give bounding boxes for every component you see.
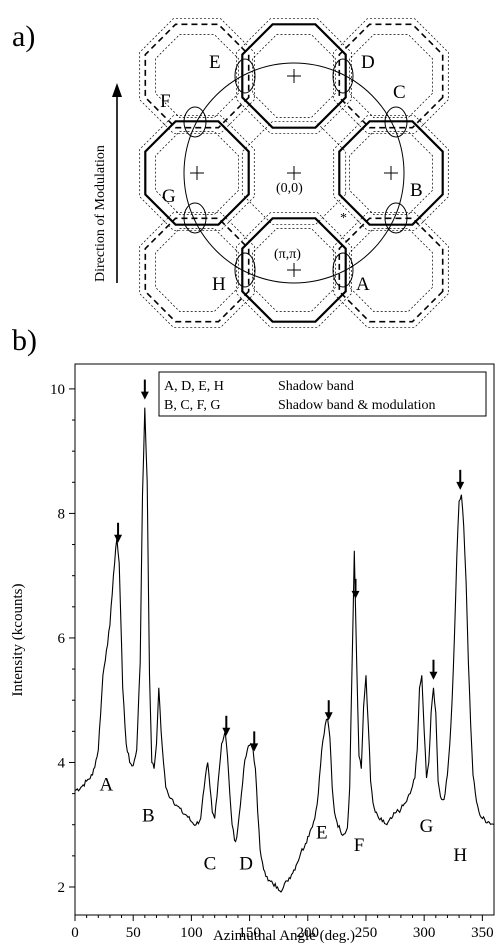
intersection-ellipse	[384, 202, 408, 234]
y-axis: 2 4 6 8 10	[50, 382, 75, 896]
curve-label-b: B	[142, 806, 155, 827]
point-label-g: G	[162, 186, 176, 207]
octagon-outer-dotted	[139, 115, 255, 231]
legend: A, D, E, H Shadow band B, C, F, G Shadow…	[158, 371, 487, 417]
y-tick-label: 4	[58, 755, 66, 771]
direction-arrow	[112, 83, 122, 283]
y-tick-label: 6	[58, 631, 66, 647]
intersection-ellipse	[332, 252, 354, 288]
peak-arrow-head	[351, 590, 360, 599]
x-tick-label: 100	[180, 925, 203, 941]
intensity-chart: 0 50 100 150 200 250 300 350 2 4 6 8 10 A B C D E F GH A,…	[10, 363, 495, 944]
x-axis-title: Azimuthal Angle (deg.)	[213, 928, 355, 944]
curve-label-h: H	[453, 845, 467, 866]
octagon-inner-dotted	[155, 228, 239, 312]
legend-desc-2: Shadow band & modulation	[278, 398, 436, 413]
small-star-mark: *	[340, 211, 347, 226]
curve-label-f: F	[354, 835, 365, 856]
octagon-outer-dotted	[236, 18, 352, 134]
octagon-dashed	[338, 217, 444, 323]
point-label-e: E	[209, 52, 221, 73]
peak-arrow-head	[429, 671, 438, 680]
point-label-f: F	[160, 91, 171, 112]
x-tick-label: 0	[71, 925, 79, 941]
intersection-ellipse	[332, 58, 354, 94]
octagon-outer-dotted	[139, 18, 255, 134]
peak-arrow-head	[140, 391, 149, 400]
octagon-outer-dotted	[333, 115, 449, 231]
fermi-surface-diagram: *	[139, 18, 449, 328]
x-axis: 0 50 100 150 200 250 300 350	[71, 915, 494, 941]
center-label: (0,0)	[276, 181, 303, 196]
x-tick-label: 150	[238, 925, 261, 941]
point-label-d: D	[361, 52, 375, 73]
octagon-inner-dotted	[349, 34, 433, 118]
intersection-ellipse	[234, 252, 256, 288]
panel-a-label: a)	[12, 20, 35, 53]
intersection-ellipse	[234, 58, 256, 94]
intersection-ellipse	[183, 202, 207, 234]
octagon-center-dotted	[241, 120, 347, 226]
point-label-b: B	[410, 180, 423, 201]
octagon-dashed	[338, 23, 444, 129]
x-tick-label: 250	[355, 925, 378, 941]
intensity-series-line	[74, 407, 495, 893]
x-tick-label: 200	[297, 925, 320, 941]
octagon-solid	[144, 120, 250, 226]
peak-arrow-head	[114, 534, 123, 543]
y-tick-label: 2	[58, 880, 66, 896]
curve-label-c: C	[204, 854, 217, 875]
point-label-a: A	[356, 274, 370, 295]
octagon-outer-dotted	[333, 18, 449, 134]
pipi-label: (π,π)	[274, 247, 301, 262]
curve-label-d: D	[239, 854, 253, 875]
legend-desc-1: Shadow band	[278, 379, 354, 394]
point-label-c: C	[393, 82, 406, 103]
octagon-solid	[241, 217, 347, 323]
octagon-outer-dotted	[236, 212, 352, 328]
panel-b-label: b)	[12, 324, 37, 357]
octagon-outer-dotted	[333, 212, 449, 328]
legend-keys-2: B, C, F, G	[164, 398, 220, 413]
octagon-dashed	[144, 217, 250, 323]
point-label-h: H	[212, 274, 226, 295]
legend-box	[158, 371, 487, 417]
octagon-solid	[338, 120, 444, 226]
curve-label-a: A	[100, 774, 114, 795]
octagon-inner-dotted	[349, 131, 433, 215]
intersection-ellipse	[384, 106, 408, 138]
curve-label-g: G	[420, 816, 434, 837]
big-circle	[183, 62, 405, 284]
x-tick-label: 300	[413, 925, 436, 941]
legend-keys-1: A, D, E, H	[164, 379, 224, 394]
octagon-inner-dotted	[252, 228, 336, 312]
direction-label: Direction of Modulation	[93, 145, 108, 282]
curve-label-e: E	[316, 822, 328, 843]
curve-labels: A B C D E F GH	[100, 774, 468, 874]
x-tick-label: 350	[471, 925, 494, 941]
y-tick-label: 8	[58, 506, 66, 522]
octagon-solid	[241, 23, 347, 129]
octagon-inner-dotted	[252, 34, 336, 118]
peak-arrow-head	[222, 727, 231, 736]
peak-arrow-head	[250, 743, 259, 752]
peak-arrows	[114, 379, 465, 752]
peak-arrow-head	[324, 712, 333, 721]
peak-arrow-head	[456, 481, 465, 490]
octagon-inner-dotted	[349, 228, 433, 312]
x-tick-label: 50	[126, 925, 141, 941]
octagon-inner-dotted	[155, 34, 239, 118]
octagon-inner-dotted	[155, 131, 239, 215]
y-tick-label: 10	[50, 382, 65, 398]
y-axis-title: Intensity (kcounts)	[10, 584, 26, 697]
intersection-ellipse	[183, 106, 207, 138]
octagon-outer-dotted	[139, 212, 255, 328]
octagon-dashed	[144, 23, 250, 129]
